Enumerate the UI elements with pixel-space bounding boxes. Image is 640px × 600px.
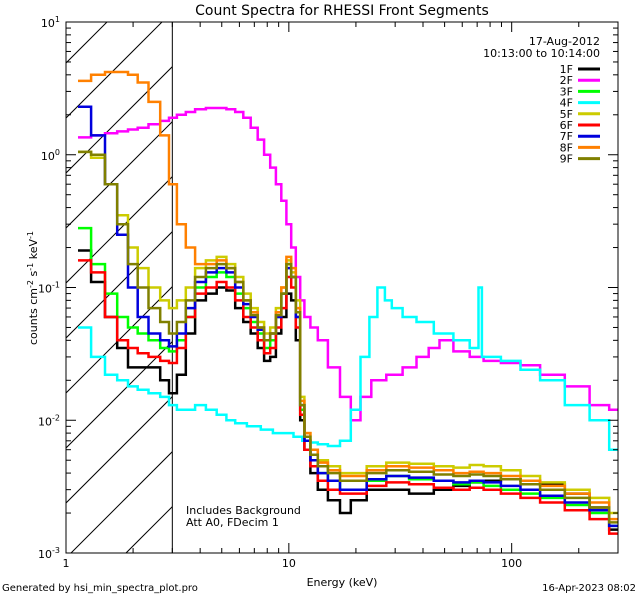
time-range-label: 10:13:00 to 10:14:00 xyxy=(483,47,600,60)
series-9F xyxy=(78,150,618,524)
y-tick-label: 10-3 xyxy=(38,546,60,561)
legend-label-1F: 1F xyxy=(560,63,573,76)
series-6F xyxy=(78,259,618,535)
y-tick-label: 100 xyxy=(41,148,60,163)
y-tick-label: 10-2 xyxy=(38,413,60,428)
legend-label-7F: 7F xyxy=(560,130,573,143)
series-4F xyxy=(78,286,618,451)
hatch-line xyxy=(66,285,173,394)
y-axis-label: counts cm-2 s-1 keV-1 xyxy=(26,231,40,345)
annotation-background: Includes Background xyxy=(186,504,301,517)
annotation-attenuator: Att A0, FDecim 1 xyxy=(186,516,279,529)
hatch-line xyxy=(66,230,173,339)
x-tick-label: 100 xyxy=(501,557,522,570)
hatch-line xyxy=(70,450,173,553)
y-tick-label: 101 xyxy=(41,15,60,30)
hatch-line xyxy=(66,22,163,119)
y-tick-label: 10-1 xyxy=(38,281,60,296)
series-2F xyxy=(78,106,618,422)
axis-labels: 1 10 100 10-3 10-2 10-1 100 101 xyxy=(38,15,522,570)
x-tick-label: 1 xyxy=(63,557,70,570)
legend-label-5F: 5F xyxy=(560,108,573,121)
legend-label-2F: 2F xyxy=(560,74,573,87)
legend-label-4F: 4F xyxy=(560,97,573,110)
legend-label-8F: 8F xyxy=(560,141,573,154)
legend-label-9F: 9F xyxy=(560,153,573,166)
footer-timestamp: 16-Apr-2023 08:02 xyxy=(542,583,636,594)
footer-generated-by: Generated by hsi_min_spectra_plot.pro xyxy=(2,583,198,594)
series-8F xyxy=(78,70,618,521)
hatch-line xyxy=(66,65,173,174)
chart-title: Count Spectra for RHESSI Front Segments xyxy=(195,3,489,19)
x-tick-label: 10 xyxy=(282,557,296,570)
legend-label-3F: 3F xyxy=(560,85,573,98)
legend-label-6F: 6F xyxy=(560,119,573,132)
hatch-line xyxy=(66,395,173,504)
axis-ticks xyxy=(65,21,619,554)
series-lines xyxy=(78,70,618,535)
hatched-region xyxy=(66,22,173,553)
date-label: 17-Aug-2012 xyxy=(529,35,600,48)
x-axis-label: Energy (keV) xyxy=(307,576,378,589)
